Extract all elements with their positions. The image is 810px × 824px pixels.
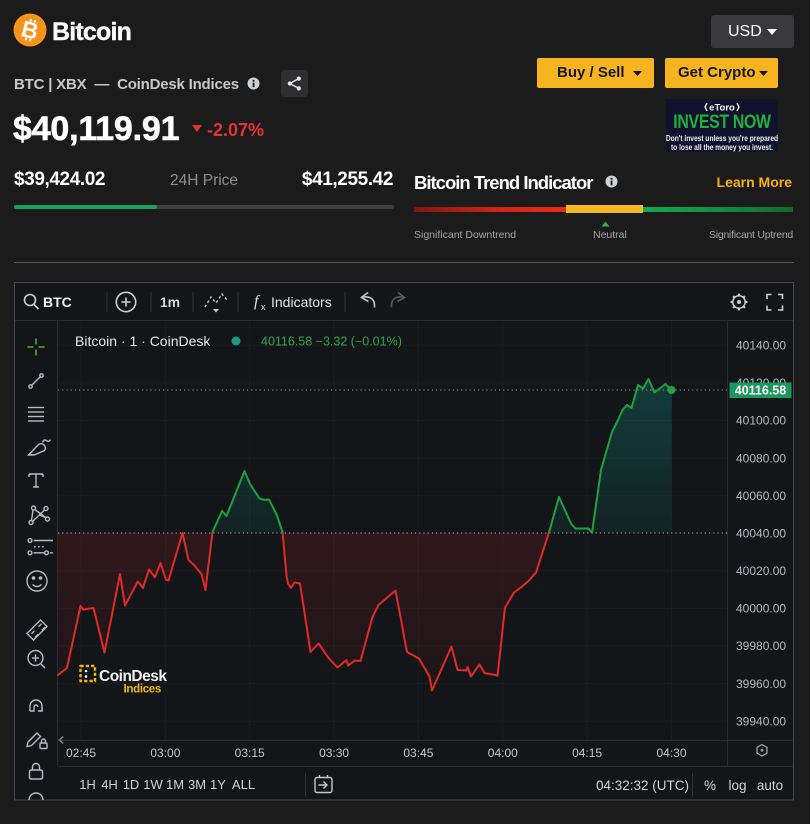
svg-text:40116.58 −3.32 (−0.01%): 40116.58 −3.32 (−0.01%) <box>261 335 402 349</box>
svg-text:40100.00: 40100.00 <box>736 414 786 428</box>
svg-text:%: % <box>704 778 716 793</box>
svg-text:1H: 1H <box>79 777 96 792</box>
svg-text:02:45: 02:45 <box>66 746 96 760</box>
svg-text:04:32:32 (UTC): 04:32:32 (UTC) <box>596 778 689 793</box>
svg-text:03:00: 03:00 <box>150 746 180 760</box>
svg-text:39940.00: 39940.00 <box>736 714 786 728</box>
svg-text:03:30: 03:30 <box>319 746 349 760</box>
svg-text:1m: 1m <box>160 294 180 310</box>
svg-text:04:15: 04:15 <box>572 746 602 760</box>
svg-text:f: f <box>254 293 261 310</box>
svg-text:40020.00: 40020.00 <box>736 564 786 578</box>
svg-text:Bitcoin · 1 · CoinDesk: Bitcoin · 1 · CoinDesk <box>75 333 211 349</box>
svg-text:40080.00: 40080.00 <box>736 451 786 465</box>
svg-text:1W: 1W <box>143 777 163 792</box>
svg-text:Indicators: Indicators <box>271 294 332 310</box>
svg-text:auto: auto <box>757 778 783 793</box>
svg-text:04:30: 04:30 <box>656 746 686 760</box>
svg-text:40140.00: 40140.00 <box>736 339 786 353</box>
svg-text:Indices: Indices <box>123 684 161 696</box>
svg-text:ALL: ALL <box>232 777 255 792</box>
svg-text:04:00: 04:00 <box>488 746 518 760</box>
svg-text:03:45: 03:45 <box>403 746 433 760</box>
svg-text:39980.00: 39980.00 <box>736 639 786 653</box>
svg-text:40116.58: 40116.58 <box>735 384 786 398</box>
svg-text:1Y: 1Y <box>210 777 226 792</box>
svg-text:40000.00: 40000.00 <box>736 602 786 616</box>
svg-text:03:15: 03:15 <box>235 746 265 760</box>
svg-text:log: log <box>728 778 746 793</box>
svg-text:B: B <box>19 15 41 44</box>
svg-text:1M: 1M <box>166 777 184 792</box>
svg-text:BTC: BTC <box>43 294 72 310</box>
svg-text:CoinDesk: CoinDesk <box>99 668 167 685</box>
svg-text:3M: 3M <box>188 777 206 792</box>
svg-text:40060.00: 40060.00 <box>736 489 786 503</box>
svg-text:1D: 1D <box>123 777 140 792</box>
svg-text:x: x <box>261 302 266 312</box>
svg-text:4H: 4H <box>101 777 118 792</box>
svg-text:40040.00: 40040.00 <box>736 526 786 540</box>
svg-text:39960.00: 39960.00 <box>736 677 786 691</box>
